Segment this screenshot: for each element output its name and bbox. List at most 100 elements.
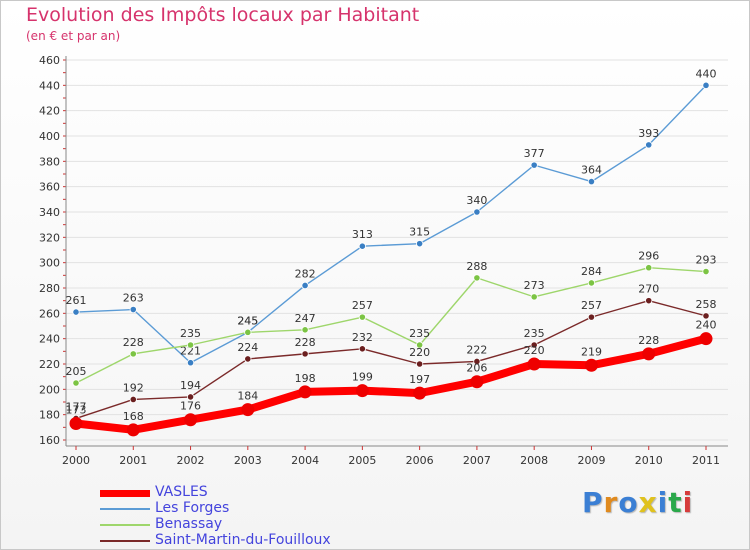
data-label-benassay: 284 xyxy=(581,265,602,278)
data-label-les-forges: 282 xyxy=(295,267,316,280)
legend-label: Les Forges xyxy=(155,500,230,516)
data-label-les-forges: 245 xyxy=(237,314,258,327)
data-label-les-forges: 313 xyxy=(352,228,373,241)
data-label-vasles: 176 xyxy=(180,400,201,413)
data-point-les-forges xyxy=(473,208,481,216)
data-label-saint-martin-du-fouilloux: 232 xyxy=(352,331,373,344)
legend-label: Benassay xyxy=(155,516,223,532)
data-point-les-forges xyxy=(530,161,538,169)
logo-letter: r xyxy=(603,486,619,519)
data-label-saint-martin-du-fouilloux: 235 xyxy=(524,327,545,340)
data-point-vasles xyxy=(584,358,598,372)
data-label-vasles: 199 xyxy=(352,371,373,384)
x-tick-label: 2011 xyxy=(692,454,720,467)
x-tick-label: 2001 xyxy=(119,454,147,467)
data-point-vasles xyxy=(355,384,369,398)
series-line-les-forges xyxy=(75,84,707,364)
data-point-saint-martin-du-fouilloux xyxy=(473,357,481,366)
y-tick-label: 180 xyxy=(39,409,60,422)
data-point-benassay xyxy=(473,274,481,282)
x-tick-label: 2007 xyxy=(463,454,491,467)
data-label-vasles: 184 xyxy=(237,390,258,403)
data-label-benassay: 205 xyxy=(66,365,87,378)
y-tick-label: 220 xyxy=(39,358,60,371)
data-point-saint-martin-du-fouilloux xyxy=(129,395,137,404)
data-label-vasles: 173 xyxy=(66,404,87,417)
data-label-les-forges: 393 xyxy=(638,127,659,140)
data-label-vasles: 198 xyxy=(295,372,316,385)
data-label-les-forges: 261 xyxy=(66,294,87,307)
data-label-saint-martin-du-fouilloux: 258 xyxy=(696,298,717,311)
data-label-benassay: 235 xyxy=(180,327,201,340)
x-tick-label: 2008 xyxy=(520,454,548,467)
logo-letter: o xyxy=(618,486,639,519)
y-tick-label: 360 xyxy=(39,181,60,194)
x-tick-label: 2002 xyxy=(177,454,205,467)
data-label-les-forges: 263 xyxy=(123,292,144,305)
data-point-benassay xyxy=(530,293,538,301)
data-point-vasles xyxy=(241,403,255,417)
data-label-benassay: 273 xyxy=(524,279,545,292)
data-label-saint-martin-du-fouilloux: 194 xyxy=(180,379,201,392)
data-label-benassay: 235 xyxy=(409,327,430,340)
y-tick-label: 380 xyxy=(39,155,60,168)
data-point-saint-martin-du-fouilloux xyxy=(587,313,596,321)
y-tick-label: 400 xyxy=(39,130,60,143)
y-tick-label: 200 xyxy=(39,383,60,396)
data-point-saint-martin-du-fouilloux xyxy=(416,360,424,368)
data-label-vasles: 220 xyxy=(524,344,545,357)
y-tick-label: 260 xyxy=(39,307,60,320)
data-label-benassay: 228 xyxy=(123,336,144,349)
data-label-saint-martin-du-fouilloux: 177 xyxy=(66,400,87,413)
data-point-benassay xyxy=(244,328,252,336)
x-tick-label: 2004 xyxy=(291,454,319,467)
series-line-benassay xyxy=(75,267,707,384)
data-point-benassay xyxy=(72,379,80,387)
data-point-benassay xyxy=(702,267,710,276)
chart-title: Evolution des Impôts locaux par Habitant xyxy=(26,4,420,26)
x-tick-label: 2010 xyxy=(635,454,663,467)
data-point-vasles xyxy=(413,386,427,400)
data-label-saint-martin-du-fouilloux: 270 xyxy=(638,283,659,296)
x-tick-label: 2009 xyxy=(577,454,605,467)
series-line-vasles xyxy=(72,334,710,434)
data-point-les-forges xyxy=(358,242,366,250)
x-tick-label: 2006 xyxy=(406,454,434,467)
y-tick-label: 340 xyxy=(39,206,60,219)
data-point-vasles xyxy=(298,385,312,399)
y-tick-label: 320 xyxy=(39,231,60,244)
data-point-vasles xyxy=(184,413,198,427)
logo-letter: x xyxy=(638,486,658,519)
data-label-saint-martin-du-fouilloux: 192 xyxy=(123,381,144,394)
data-label-vasles: 228 xyxy=(638,334,659,347)
chart-subtitle: (en € et par an) xyxy=(26,29,121,43)
data-point-saint-martin-du-fouilloux xyxy=(244,355,252,363)
data-point-saint-martin-du-fouilloux xyxy=(358,345,366,353)
legend-label: Saint-Martin-du-Fouilloux xyxy=(155,532,331,548)
legend-swatch xyxy=(100,540,150,542)
data-label-vasles: 206 xyxy=(466,362,487,375)
data-point-saint-martin-du-fouilloux xyxy=(645,297,653,305)
legend-label: VASLES xyxy=(155,484,208,500)
data-point-vasles xyxy=(69,417,83,431)
data-label-benassay: 247 xyxy=(295,312,316,325)
data-label-benassay: 288 xyxy=(466,260,487,273)
data-label-benassay: 296 xyxy=(638,250,659,263)
series-line-saint-martin-du-fouilloux xyxy=(75,299,707,420)
data-point-benassay xyxy=(301,326,309,334)
data-point-les-forges xyxy=(186,359,195,367)
data-label-benassay: 257 xyxy=(352,299,373,312)
data-label-saint-martin-du-fouilloux: 222 xyxy=(466,343,487,356)
legend-swatch xyxy=(100,508,150,510)
data-label-vasles: 168 xyxy=(123,410,144,423)
logo-letter: i xyxy=(657,486,669,519)
data-point-saint-martin-du-fouilloux xyxy=(530,341,538,349)
data-label-les-forges: 440 xyxy=(696,67,717,80)
data-point-benassay xyxy=(129,350,137,358)
logo-letter: P xyxy=(582,486,604,519)
data-point-vasles xyxy=(642,347,656,361)
data-point-vasles xyxy=(527,357,541,371)
legend-swatch xyxy=(100,490,150,497)
